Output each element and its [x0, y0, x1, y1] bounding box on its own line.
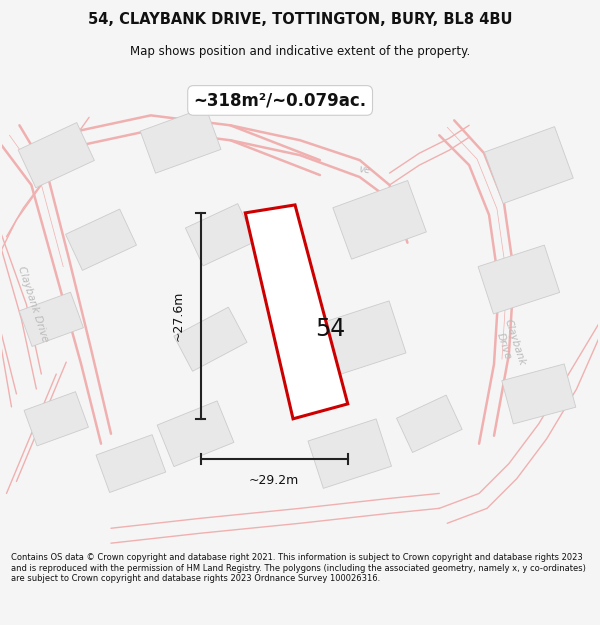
Polygon shape — [18, 122, 94, 188]
Polygon shape — [245, 205, 348, 419]
Polygon shape — [397, 395, 462, 452]
Text: Contains OS data © Crown copyright and database right 2021. This information is : Contains OS data © Crown copyright and d… — [11, 553, 586, 583]
Text: ~27.6m: ~27.6m — [172, 291, 185, 341]
Text: ~318m²/~0.079ac.: ~318m²/~0.079ac. — [194, 91, 367, 109]
Polygon shape — [313, 301, 406, 378]
Polygon shape — [65, 209, 136, 271]
Polygon shape — [157, 401, 234, 467]
Polygon shape — [140, 107, 221, 173]
Polygon shape — [96, 434, 166, 492]
Polygon shape — [185, 204, 256, 266]
Polygon shape — [484, 127, 573, 204]
Text: ve: ve — [358, 164, 371, 176]
Polygon shape — [308, 419, 391, 488]
Text: 54: 54 — [315, 318, 345, 341]
Text: ~29.2m: ~29.2m — [249, 474, 299, 487]
Polygon shape — [174, 307, 247, 371]
Polygon shape — [333, 181, 427, 259]
Text: 54, CLAYBANK DRIVE, TOTTINGTON, BURY, BL8 4BU: 54, CLAYBANK DRIVE, TOTTINGTON, BURY, BL… — [88, 12, 512, 27]
Polygon shape — [502, 364, 576, 424]
Polygon shape — [24, 392, 88, 446]
Polygon shape — [478, 245, 560, 314]
Polygon shape — [19, 292, 83, 346]
Text: Claybank Drive: Claybank Drive — [16, 265, 50, 344]
Text: Claybank
Drive: Claybank Drive — [491, 318, 527, 371]
Text: Map shows position and indicative extent of the property.: Map shows position and indicative extent… — [130, 45, 470, 58]
